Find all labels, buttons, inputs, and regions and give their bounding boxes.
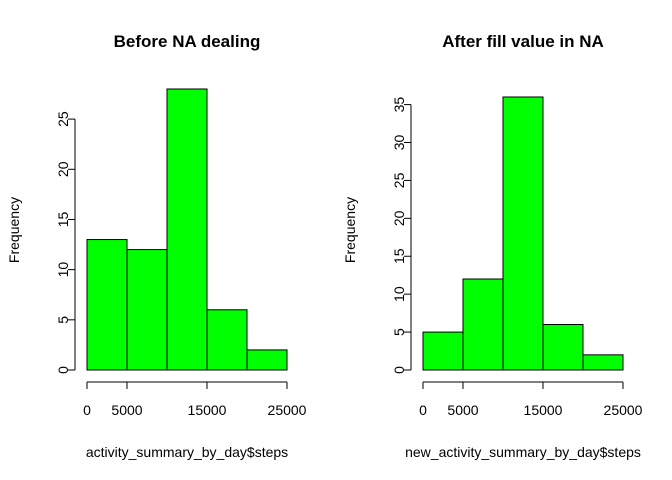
x-axis-label: activity_summary_by_day$steps (86, 444, 288, 460)
histogram-bar (502, 96, 544, 371)
x-tick-label: 5000 (447, 402, 478, 418)
y-axis-label: Frequency (6, 197, 22, 263)
y-tick-label: 15 (391, 248, 407, 264)
x-tick-label: 0 (83, 402, 91, 418)
histogram-bar (582, 354, 624, 371)
x-tick-label: 5000 (111, 402, 142, 418)
y-tick-label: 0 (55, 366, 71, 374)
y-tick-label: 5 (391, 328, 407, 336)
histogram-bar (246, 349, 288, 371)
x-axis: 0 5000 15000 25000 (419, 381, 643, 418)
histogram-bar (462, 278, 504, 371)
y-tick-label: 25 (55, 111, 71, 127)
y-tick-label: 30 (391, 135, 407, 151)
x-tick-label: 15000 (188, 402, 227, 418)
y-tick-label: 20 (391, 210, 407, 226)
x-axis-label: new_activity_summary_by_day$steps (405, 444, 641, 460)
y-tick-label: 5 (55, 316, 71, 324)
y-tick-label: 25 (391, 172, 407, 188)
histogram-bar (126, 249, 168, 371)
histogram-bar (422, 331, 464, 371)
histogram-bar (206, 309, 248, 371)
histogram-before-na: Before NA dealing activity_summary_by_da… (6, 32, 307, 460)
bars (422, 96, 624, 371)
y-tick-label: 10 (391, 286, 407, 302)
x-tick-label: 25000 (268, 402, 307, 418)
y-axis: 0 5 10 15 20 25 (55, 111, 76, 374)
x-tick-label: 25000 (604, 402, 643, 418)
histogram-bar (86, 239, 128, 371)
y-tick-label: 20 (55, 161, 71, 177)
histogram-bar (542, 324, 584, 371)
y-tick-label: 10 (55, 262, 71, 278)
y-axis: 0 5 10 15 20 25 30 35 (391, 97, 412, 374)
x-axis: 0 5000 15000 25000 (83, 381, 307, 418)
chart-title: Before NA dealing (114, 32, 261, 51)
x-tick-label: 15000 (524, 402, 563, 418)
y-tick-label: 35 (391, 97, 407, 113)
x-tick-label: 0 (419, 402, 427, 418)
histogram-after-na: After fill value in NA new_activity_summ… (342, 32, 643, 460)
bars (86, 88, 288, 371)
y-tick-label: 15 (55, 211, 71, 227)
chart-title: After fill value in NA (442, 32, 604, 51)
y-tick-label: 0 (391, 366, 407, 374)
y-axis-label: Frequency (342, 197, 358, 263)
histogram-bar (166, 88, 208, 371)
